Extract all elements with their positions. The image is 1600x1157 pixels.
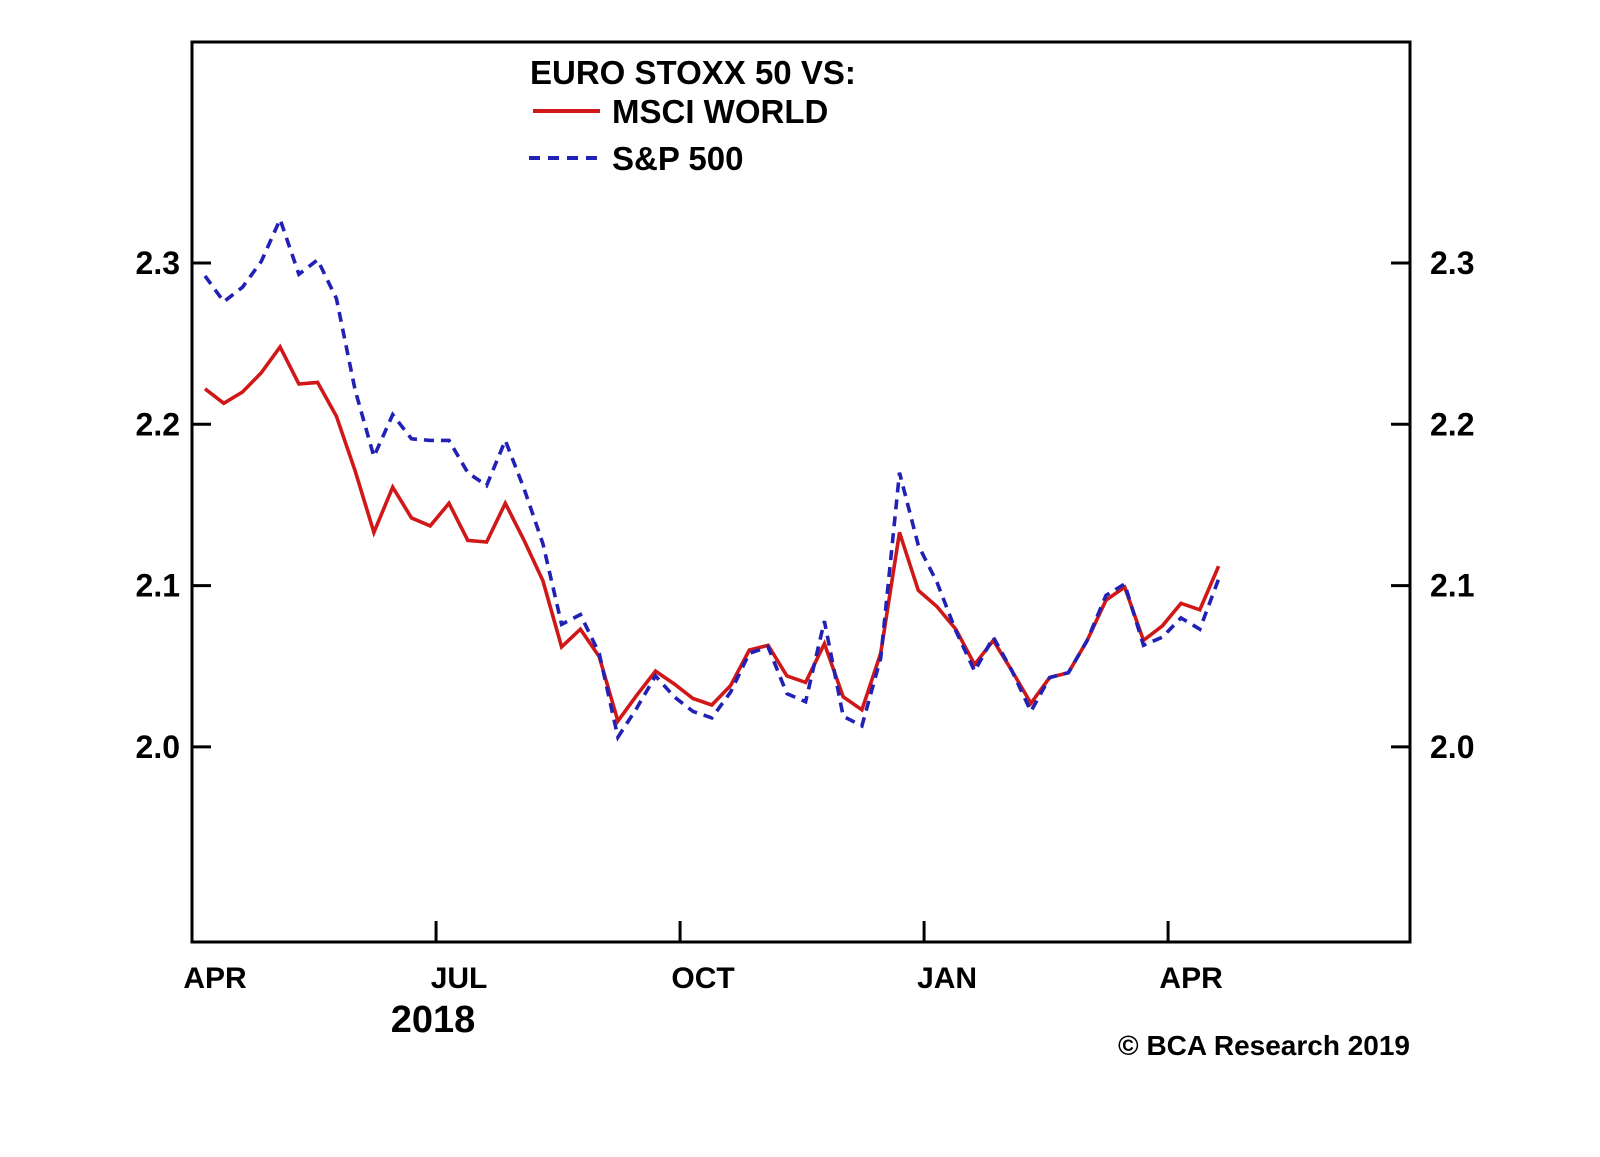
x-axis-month-label: APR — [1159, 962, 1223, 995]
x-axis-month-label: APR — [183, 962, 247, 995]
y-axis-label-left: 2.1 — [136, 568, 180, 604]
y-axis-label-left: 2.0 — [136, 729, 180, 765]
y-axis-label-left: 2.2 — [136, 406, 180, 442]
y-axis-label-right: 2.1 — [1430, 568, 1474, 604]
x-axis-month-label: OCT — [671, 962, 734, 995]
copyright-text: © BCA Research 2019 — [1118, 1030, 1410, 1061]
y-axis-label-right: 2.2 — [1430, 406, 1474, 442]
x-axis-month-label: JAN — [917, 962, 977, 995]
legend-label-msci-world: MSCI WORLD — [612, 93, 828, 130]
series-line-s-p-500 — [203, 214, 1221, 742]
data-series — [203, 214, 1221, 742]
legend: EURO STOXX 50 VS: MSCI WORLD S&P 500 — [529, 54, 856, 177]
plot-frame — [190, 40, 1412, 944]
axes: 2.3 2.3 2.2 2.2 2.1 2.1 2.0 2.0 APR JUL OCT JAN APR — [136, 245, 1475, 995]
x-axis-year-label: 2018 — [391, 999, 476, 1041]
y-axis-label-right: 2.0 — [1430, 729, 1474, 765]
x-axis-month-label: JUL — [431, 962, 488, 995]
y-axis-label-left: 2.3 — [136, 245, 180, 281]
y-axis-label-right: 2.3 — [1430, 245, 1474, 281]
legend-title: EURO STOXX 50 VS: — [530, 54, 856, 91]
legend-label-sp500: S&P 500 — [612, 140, 743, 177]
